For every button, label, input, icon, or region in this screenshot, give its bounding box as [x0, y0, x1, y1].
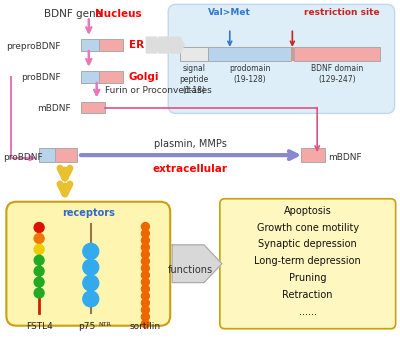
- Bar: [220, 238, 396, 245]
- Text: Growth cone motility: Growth cone motility: [257, 222, 359, 233]
- Bar: [220, 205, 396, 213]
- Circle shape: [142, 250, 149, 258]
- Text: NTR: NTR: [99, 322, 112, 327]
- Polygon shape: [170, 37, 184, 53]
- Circle shape: [34, 255, 44, 265]
- Text: Val>Met: Val>Met: [208, 8, 251, 17]
- Circle shape: [142, 243, 149, 251]
- Circle shape: [83, 275, 99, 291]
- Text: mBDNF: mBDNF: [328, 153, 362, 162]
- Circle shape: [142, 257, 149, 265]
- Text: ER: ER: [128, 40, 144, 50]
- Circle shape: [34, 277, 44, 287]
- Text: ......: ......: [299, 307, 317, 317]
- Bar: [220, 264, 396, 271]
- Bar: [220, 225, 396, 232]
- Text: Golgi: Golgi: [128, 72, 159, 82]
- Bar: [291, 47, 294, 61]
- Text: prodomain
(19-128): prodomain (19-128): [229, 64, 270, 84]
- Circle shape: [142, 306, 149, 314]
- Text: extracellular: extracellular: [152, 164, 228, 174]
- Bar: [220, 322, 396, 330]
- Bar: [220, 212, 396, 219]
- Circle shape: [142, 292, 149, 300]
- Text: p75: p75: [78, 322, 96, 331]
- Circle shape: [34, 288, 44, 298]
- Bar: [81, 71, 99, 83]
- Bar: [81, 102, 105, 114]
- Text: proBDNF: proBDNF: [3, 153, 43, 162]
- Text: functions: functions: [168, 265, 213, 275]
- Bar: [220, 251, 396, 258]
- Text: plasmin, MMPs: plasmin, MMPs: [154, 139, 226, 149]
- Bar: [220, 309, 396, 317]
- Bar: [301, 148, 325, 162]
- Bar: [55, 148, 77, 162]
- Circle shape: [34, 234, 44, 243]
- Text: sortilin: sortilin: [130, 322, 161, 331]
- Circle shape: [142, 271, 149, 279]
- FancyBboxPatch shape: [168, 4, 395, 114]
- Text: FSTL4: FSTL4: [26, 322, 52, 331]
- Bar: [220, 270, 396, 278]
- Text: proBDNF: proBDNF: [21, 73, 61, 82]
- Circle shape: [142, 264, 149, 272]
- FancyBboxPatch shape: [6, 202, 170, 326]
- Text: receptors: receptors: [62, 208, 115, 218]
- Text: Retraction: Retraction: [282, 290, 333, 300]
- Text: Pruning: Pruning: [289, 273, 326, 283]
- Bar: [220, 199, 396, 206]
- Polygon shape: [146, 37, 160, 53]
- Bar: [220, 231, 396, 239]
- Polygon shape: [172, 245, 222, 283]
- Text: BDNF domain
(129-247): BDNF domain (129-247): [311, 64, 363, 84]
- Circle shape: [142, 285, 149, 293]
- Text: restriction site: restriction site: [304, 8, 380, 17]
- Text: mBDNF: mBDNF: [37, 104, 71, 113]
- FancyBboxPatch shape: [220, 199, 396, 329]
- Circle shape: [142, 299, 149, 307]
- Circle shape: [142, 223, 149, 231]
- Bar: [99, 39, 122, 51]
- Bar: [220, 244, 396, 252]
- Circle shape: [34, 244, 44, 254]
- Text: Furin or Proconvertases: Furin or Proconvertases: [105, 86, 212, 95]
- Bar: [220, 257, 396, 265]
- Bar: [220, 316, 396, 323]
- Circle shape: [34, 223, 44, 233]
- Bar: [220, 277, 396, 284]
- Bar: [180, 47, 208, 61]
- Circle shape: [142, 320, 149, 328]
- Bar: [220, 283, 396, 291]
- Bar: [220, 296, 396, 304]
- Text: BDNF gene: BDNF gene: [44, 9, 102, 19]
- Text: Apoptosis: Apoptosis: [284, 206, 332, 216]
- Bar: [81, 39, 99, 51]
- Bar: [220, 303, 396, 310]
- Circle shape: [142, 313, 149, 321]
- Text: Synaptic depression: Synaptic depression: [258, 239, 357, 250]
- Text: signal
peptide
(1-18): signal peptide (1-18): [180, 64, 209, 95]
- Circle shape: [83, 291, 99, 307]
- Circle shape: [34, 266, 44, 276]
- Bar: [220, 290, 396, 297]
- Circle shape: [142, 230, 149, 237]
- Bar: [208, 47, 291, 61]
- Polygon shape: [158, 37, 172, 53]
- Text: preproBDNF: preproBDNF: [6, 41, 61, 51]
- Circle shape: [83, 259, 99, 275]
- Text: Nucleus: Nucleus: [95, 9, 142, 19]
- Circle shape: [142, 278, 149, 286]
- Text: Long-term depression: Long-term depression: [254, 256, 361, 266]
- Bar: [220, 218, 396, 226]
- Bar: [39, 148, 55, 162]
- Circle shape: [142, 236, 149, 244]
- Bar: [99, 71, 122, 83]
- Circle shape: [83, 243, 99, 259]
- Bar: [294, 47, 380, 61]
